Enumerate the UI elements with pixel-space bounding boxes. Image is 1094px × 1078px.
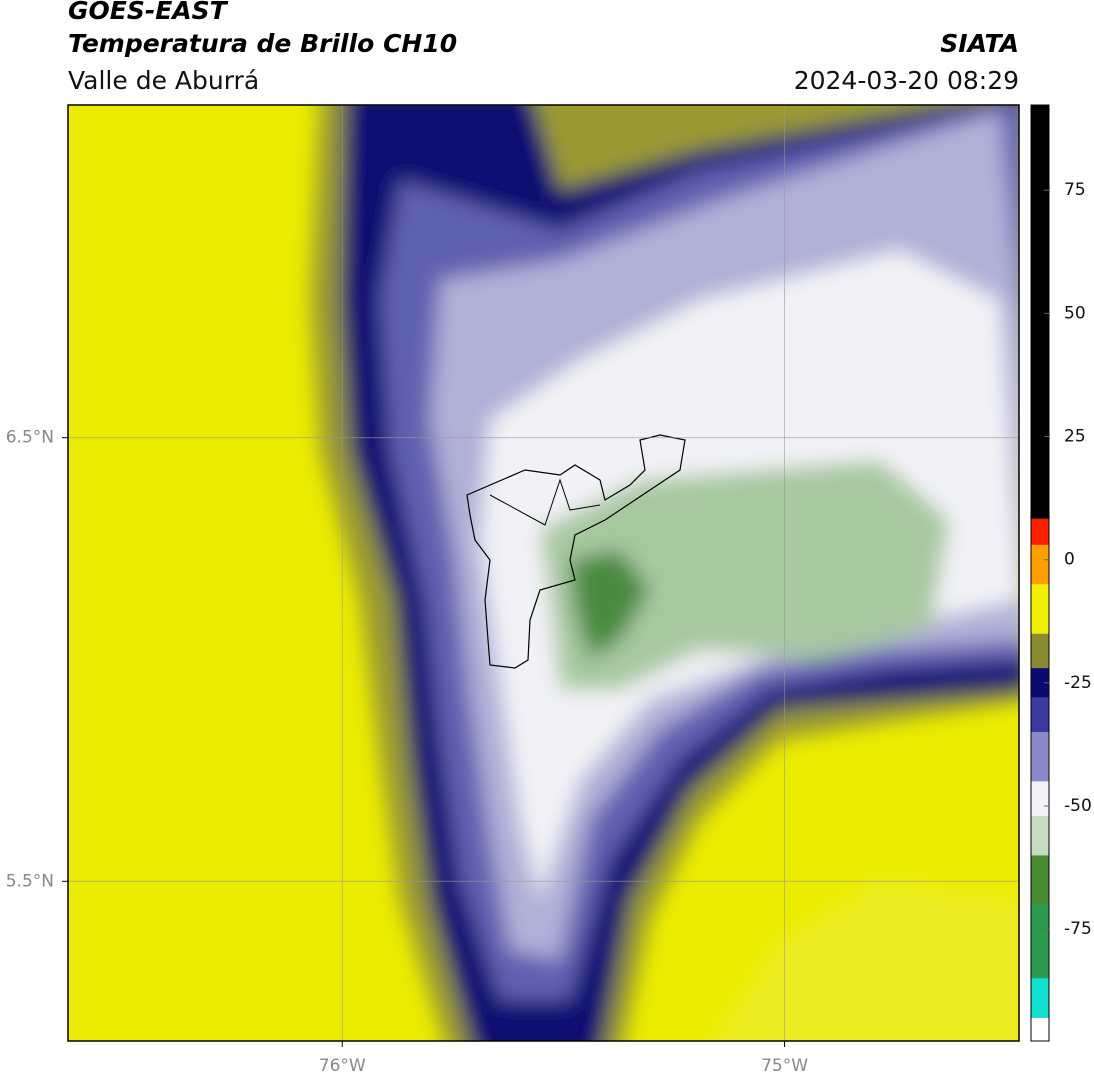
colorbar-segment: [1031, 732, 1049, 782]
title: GOES-EAST: [68, 0, 229, 25]
colorbar-segment: [1031, 633, 1049, 669]
colorbar-segment: [1031, 584, 1049, 634]
colorbar-tick-label: 0: [1064, 550, 1075, 570]
colorbar-segment: [1031, 668, 1049, 698]
colorbar-frame: [1030, 104, 1050, 1042]
colorbar-segment: [1031, 697, 1049, 733]
colorbar-segment: [1031, 105, 1049, 519]
colorbar-tick-label: 50: [1064, 303, 1086, 323]
lon-tick-label: 75°W: [761, 1056, 808, 1076]
colorbar-segment: [1031, 781, 1049, 816]
colorbar-tick-label: -75: [1064, 919, 1092, 939]
colorbar-tick-label: -50: [1064, 796, 1092, 816]
colorbar-tick-label: -25: [1064, 673, 1092, 693]
colorbar-segment: [1031, 1017, 1049, 1041]
colorbar-segment: [1031, 904, 1049, 979]
colorbar-segment: [1031, 518, 1049, 545]
subtitle: Temperatura de Brillo CH10: [68, 29, 457, 58]
satellite-image: [68, 105, 1019, 1041]
colorbar-segment: [1031, 815, 1049, 856]
datetime: 2024-03-20 08:29: [794, 66, 1019, 95]
region: Valle de Aburrá: [68, 66, 259, 95]
colorbar-segment: [1031, 978, 1049, 1018]
lat-tick-label: 6.5°N: [6, 428, 54, 448]
map-frame: [67, 104, 1020, 1042]
lon-tick-label: 76°W: [319, 1056, 366, 1076]
colorbar-segment: [1031, 544, 1049, 585]
colorbar-segment: [1031, 855, 1049, 905]
colorbar-tick-label: 75: [1064, 180, 1086, 200]
source: SIATA: [940, 29, 1019, 58]
lat-tick-label: 5.5°N: [6, 871, 54, 891]
colorbar-tick-label: 25: [1064, 427, 1086, 447]
